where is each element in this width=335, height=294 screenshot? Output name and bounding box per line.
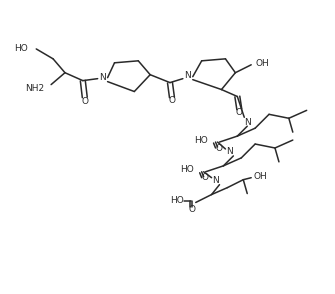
- Text: HO: HO: [15, 44, 28, 54]
- Text: N: N: [185, 71, 191, 80]
- Text: O: O: [169, 96, 176, 105]
- Text: N: N: [99, 73, 106, 82]
- Text: N: N: [226, 148, 233, 156]
- Text: O: O: [215, 144, 222, 153]
- Text: OH: OH: [255, 59, 269, 68]
- Text: HO: HO: [180, 165, 194, 174]
- Text: HO: HO: [194, 136, 208, 145]
- Text: N: N: [212, 176, 219, 185]
- Text: OH: OH: [253, 172, 267, 181]
- Text: O: O: [188, 205, 195, 214]
- Text: O: O: [202, 173, 209, 182]
- Text: N: N: [244, 118, 251, 127]
- Text: O: O: [81, 97, 88, 106]
- Text: HO: HO: [170, 196, 184, 205]
- Text: NH2: NH2: [25, 84, 44, 93]
- Text: O: O: [236, 108, 243, 117]
